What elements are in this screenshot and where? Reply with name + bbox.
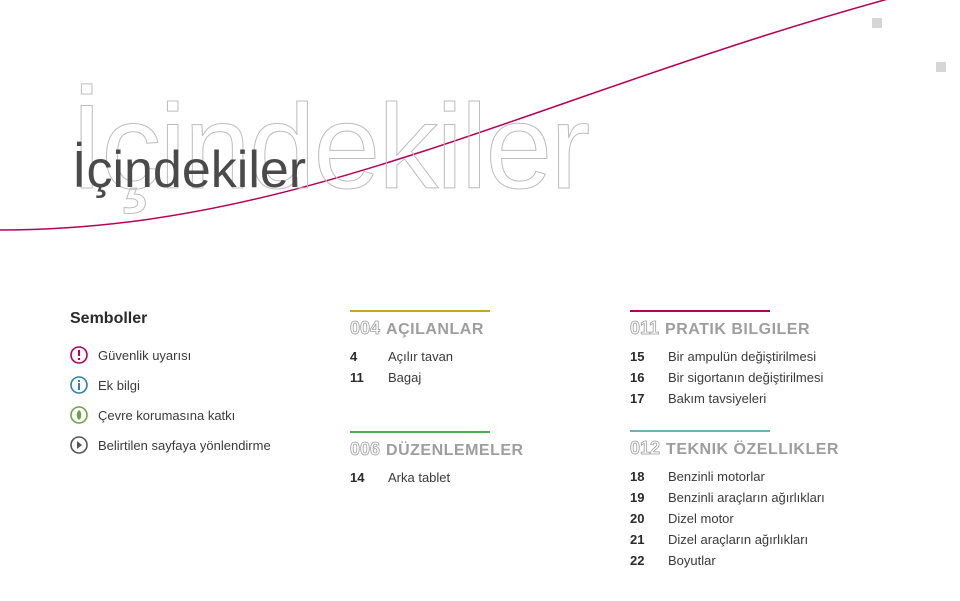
toc-page: 22 (630, 553, 652, 568)
toc-row: 20 Dizel motor (630, 511, 910, 526)
section-title: DÜZENLEMELER (386, 442, 524, 460)
toc-row: 17 Bakım tavsiyeleri (630, 391, 910, 406)
symbol-row-warning: Güvenlik uyarısı (70, 346, 310, 364)
eco-icon (70, 406, 88, 424)
toc-label: Bir ampulün değiştirilmesi (668, 349, 910, 364)
toc-page: 17 (630, 391, 652, 406)
section-number: 006 (350, 439, 380, 460)
symbols-column: Semboller Güvenlik uyarısı Ek bilgi Çevr… (70, 310, 310, 574)
symbol-label: Güvenlik uyarısı (98, 348, 191, 363)
toc-row: 22 Boyutlar (630, 553, 910, 568)
toc-label: Boyutlar (668, 553, 910, 568)
warning-icon (70, 346, 88, 364)
toc-page: 11 (350, 370, 372, 385)
section-rule (630, 430, 770, 432)
symbol-row-info: Ek bilgi (70, 376, 310, 394)
section-heading-004: 004 AÇILANLAR (350, 318, 590, 339)
section-heading-006: 006 DÜZENLEMELER (350, 439, 590, 460)
toc-row: 19 Benzinli araçların ağırlıkları (630, 490, 910, 505)
section-title: TEKNIK ÖZELLIKLER (666, 441, 839, 459)
symbol-label: Çevre korumasına katkı (98, 408, 235, 423)
toc-label: Bir sigortanın değiştirilmesi (668, 370, 910, 385)
toc-page: 16 (630, 370, 652, 385)
toc-page: 14 (350, 470, 372, 485)
toc-page: 18 (630, 469, 652, 484)
toc-row: 15 Bir ampulün değiştirilmesi (630, 349, 910, 364)
toc-row: 11 Bagaj (350, 370, 590, 385)
toc-page: 21 (630, 532, 652, 547)
section-title: PRATIK BILGILER (665, 321, 810, 339)
toc-page: 15 (630, 349, 652, 364)
corner-square-1 (872, 18, 882, 28)
toc-label: Dizel araçların ağırlıkları (668, 532, 910, 547)
symbol-row-pageref: Belirtilen sayfaya yönlendirme (70, 436, 310, 454)
symbol-label: Belirtilen sayfaya yönlendirme (98, 438, 271, 453)
section-number: 004 (350, 318, 380, 339)
section-heading-011: 011 PRATIK BILGILER (630, 318, 910, 339)
toc-page: 20 (630, 511, 652, 526)
section-number: 012 (630, 438, 660, 459)
toc-row: 16 Bir sigortanın değiştirilmesi (630, 370, 910, 385)
section-number: 011 (630, 318, 659, 339)
info-icon (70, 376, 88, 394)
toc-label: Benzinli motorlar (668, 469, 910, 484)
section-title: AÇILANLAR (386, 321, 484, 339)
section-rule (350, 431, 490, 433)
toc-label: Dizel motor (668, 511, 910, 526)
toc-label: Açılır tavan (388, 349, 590, 364)
toc-label: Benzinli araçların ağırlıkları (668, 490, 910, 505)
symbol-label: Ek bilgi (98, 378, 140, 393)
toc-label: Bakım tavsiyeleri (668, 391, 910, 406)
toc-row: 4 Açılır tavan (350, 349, 590, 364)
content-grid: Semboller Güvenlik uyarısı Ek bilgi Çevr… (70, 310, 910, 574)
corner-square-2 (936, 62, 946, 72)
toc-page: 4 (350, 349, 372, 364)
symbols-heading: Semboller (70, 310, 310, 328)
toc-row: 14 Arka tablet (350, 470, 590, 485)
column-right: 011 PRATIK BILGILER 15 Bir ampulün değiş… (630, 310, 910, 574)
title-solid: İçindekiler (72, 140, 306, 200)
pageref-icon (70, 436, 88, 454)
toc-label: Arka tablet (388, 470, 590, 485)
column-mid: 004 AÇILANLAR 4 Açılır tavan 11 Bagaj 00… (350, 310, 590, 574)
toc-page: 19 (630, 490, 652, 505)
toc-row: 21 Dizel araçların ağırlıkları (630, 532, 910, 547)
toc-label: Bagaj (388, 370, 590, 385)
toc-row: 18 Benzinli motorlar (630, 469, 910, 484)
symbol-row-eco: Çevre korumasına katkı (70, 406, 310, 424)
section-rule (630, 310, 770, 312)
section-heading-012: 012 TEKNIK ÖZELLIKLER (630, 438, 910, 459)
section-rule (350, 310, 490, 312)
page-title-block: İçindekiler İçindekiler (70, 78, 304, 138)
